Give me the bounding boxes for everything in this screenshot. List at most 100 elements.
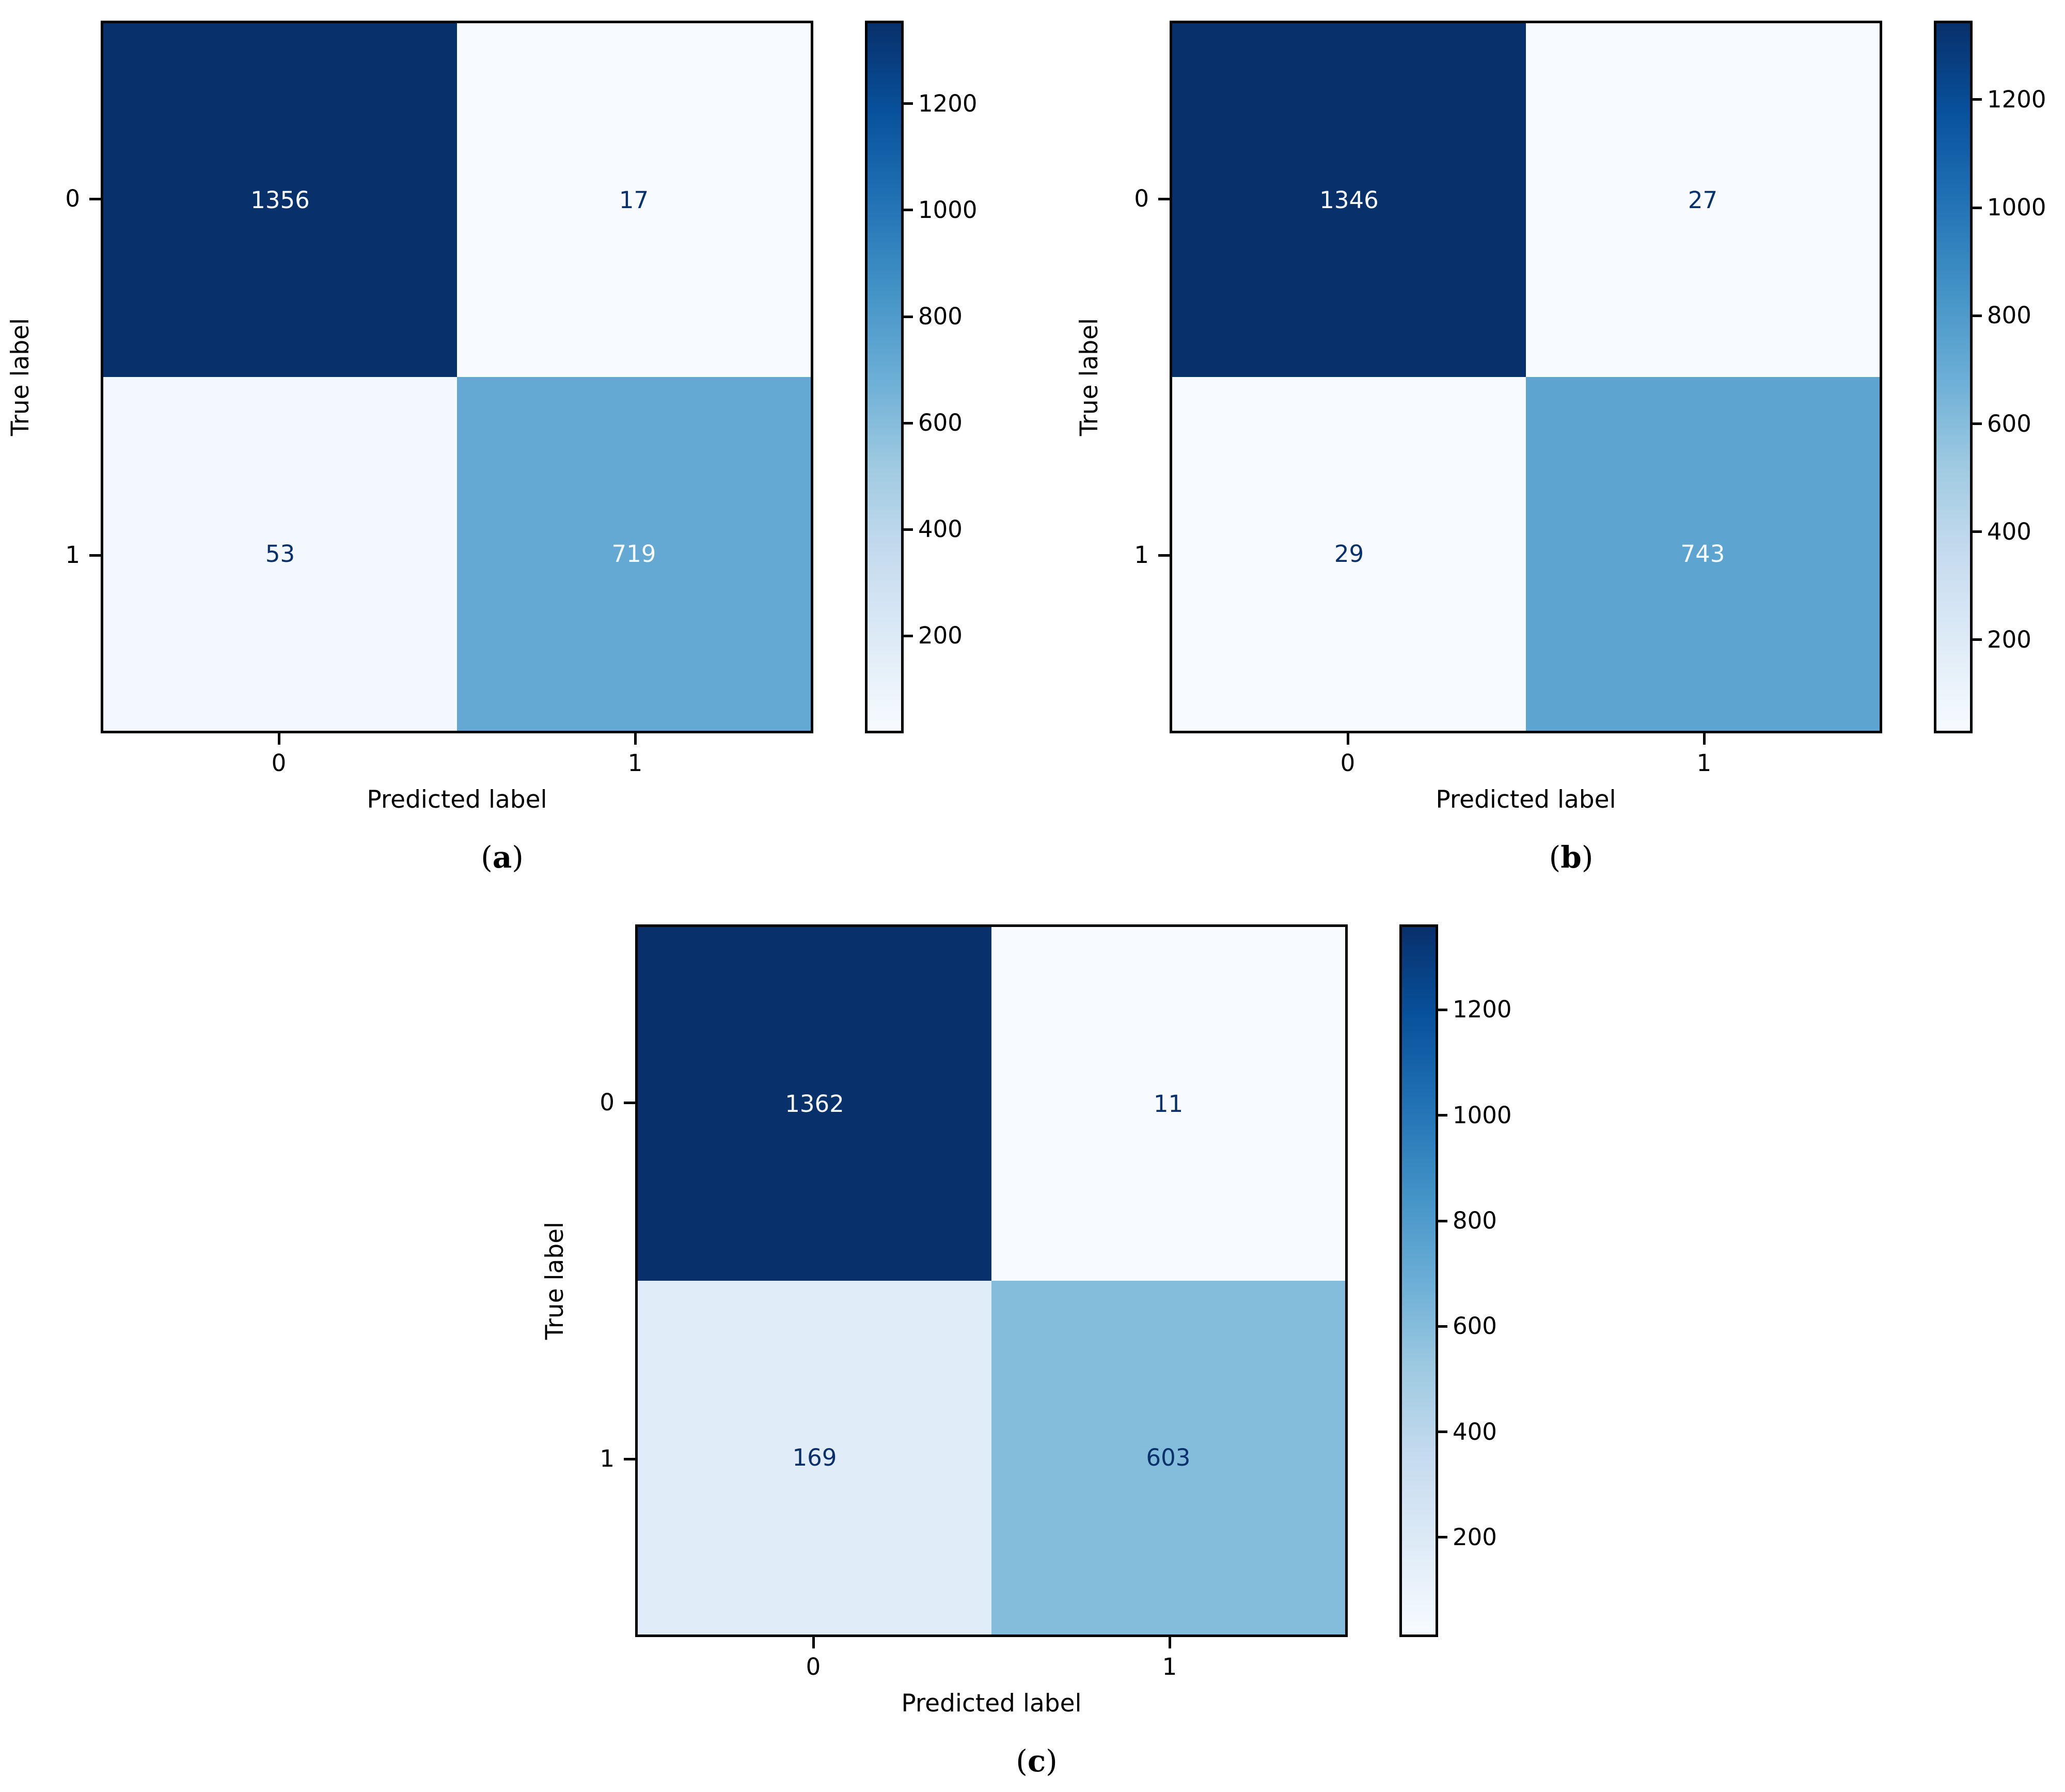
colorbar-tick-label: 1000 — [918, 196, 978, 224]
colorbar-tick-label: 600 — [1987, 410, 2031, 437]
cell-value: 17 — [619, 186, 649, 214]
cell-value: 743 — [1680, 540, 1725, 568]
colorbar-tick-label: 400 — [1987, 517, 2031, 545]
cell-value: 169 — [792, 1444, 837, 1471]
colorbar-tick-mark — [1438, 1536, 1447, 1539]
caption-paren: ) — [512, 840, 524, 875]
subfigure-label-a: (a) — [101, 839, 904, 875]
colorbar-tick-mark — [1438, 1219, 1447, 1222]
colorbar-tick-label: 1200 — [1987, 85, 2046, 113]
x-tick-label: 0 — [806, 1653, 821, 1680]
y-tick-mark — [1158, 197, 1170, 200]
colorbar-tick-label: 200 — [918, 622, 963, 650]
y-tick-mark — [624, 1457, 635, 1460]
x-tick-label: 1 — [627, 749, 643, 777]
x-tick-mark — [1168, 1637, 1171, 1648]
caption-paren: ) — [1581, 840, 1594, 875]
heatmap-cell: 1346 — [1172, 23, 1526, 377]
heatmap-cell: 603 — [991, 1281, 1345, 1634]
colorbar-tick-label: 400 — [1453, 1418, 1497, 1445]
cell-value: 11 — [1153, 1090, 1184, 1118]
y-tick-mark — [89, 197, 101, 200]
x-tick-mark — [634, 733, 637, 745]
colorbar-tick-label: 800 — [918, 303, 963, 331]
x-tick-label: 1 — [1162, 1653, 1177, 1680]
y-axis-title-wrap-a: True label — [5, 21, 36, 733]
caption-paren: ( — [481, 840, 493, 875]
caption-letter: b — [1560, 840, 1582, 875]
x-axis-title: Predicted label — [1436, 785, 1616, 814]
y-axis-title-wrap-b: True label — [1074, 21, 1105, 733]
heatmap-axes-a: 1356 17 53 719 — [101, 21, 813, 733]
colorbar-tick-label: 400 — [918, 515, 963, 543]
heatmap-cell: 11 — [991, 927, 1345, 1281]
colorbar-tick-mark — [1973, 422, 1982, 425]
colorbar-tick-label: 200 — [1987, 625, 2031, 653]
colorbar-tick-mark — [1973, 98, 1982, 101]
heatmap-cell: 17 — [457, 23, 811, 377]
y-axis-title: True label — [6, 318, 35, 436]
colorbar-tick-label: 600 — [1453, 1312, 1497, 1340]
colorbar-a — [865, 21, 904, 733]
colorbar-tick-mark — [1973, 638, 1982, 641]
y-tick-label: 1 — [600, 1445, 614, 1472]
caption-paren: ( — [1016, 1743, 1028, 1779]
colorbar-tick-mark — [1438, 1325, 1447, 1328]
cell-value: 53 — [265, 540, 295, 568]
colorbar-tick-label: 800 — [1453, 1207, 1497, 1235]
colorbar-tick-mark — [904, 315, 913, 318]
y-tick-mark — [624, 1101, 635, 1104]
y-tick-label: 0 — [65, 185, 80, 212]
heatmap-cell: 29 — [1172, 377, 1526, 731]
colorbar-tick-mark — [904, 421, 913, 425]
x-axis-title: Predicted label — [367, 785, 547, 814]
y-axis-title-wrap-c: True label — [540, 924, 571, 1637]
colorbar-c — [1399, 924, 1438, 1637]
y-axis-title: True label — [1075, 318, 1104, 436]
colorbar-tick-label: 1200 — [1453, 996, 1512, 1024]
x-tick-mark — [812, 1637, 815, 1648]
colorbar-tick-mark — [904, 102, 913, 105]
heatmap-cell: 27 — [1526, 23, 1880, 377]
colorbar-b — [1934, 21, 1973, 733]
heatmap-cell: 719 — [457, 377, 811, 731]
y-tick-label: 0 — [600, 1089, 614, 1116]
cell-value: 27 — [1688, 186, 1718, 214]
colorbar-tick-mark — [1973, 206, 1982, 209]
y-axis-title: True label — [541, 1221, 569, 1340]
colorbar-tick-mark — [904, 634, 913, 637]
x-tick-label: 0 — [1340, 749, 1355, 777]
x-tick-mark — [1703, 733, 1706, 745]
heatmap-cell: 1362 — [638, 927, 991, 1281]
colorbar-tick-mark — [1438, 1114, 1447, 1117]
cell-value: 29 — [1334, 540, 1364, 568]
heatmap-axes-c: 1362 11 169 603 — [635, 924, 1348, 1637]
colorbar-tick-mark — [1438, 1431, 1447, 1434]
cell-value: 1356 — [250, 186, 310, 214]
cell-value: 1362 — [785, 1090, 844, 1118]
heatmap-cell: 53 — [103, 377, 457, 731]
colorbar-tick-label: 800 — [1987, 302, 2031, 329]
y-tick-mark — [1158, 554, 1170, 557]
subfigure-label-c: (c) — [635, 1743, 1438, 1779]
colorbar-tick-mark — [1973, 530, 1982, 533]
heatmap-cell: 743 — [1526, 377, 1880, 731]
y-tick-label: 0 — [1134, 185, 1149, 212]
caption-letter: c — [1027, 1743, 1046, 1779]
y-tick-mark — [89, 554, 101, 557]
colorbar-tick-mark — [904, 528, 913, 531]
cell-value: 603 — [1146, 1444, 1191, 1471]
colorbar-tick-label: 1200 — [918, 89, 978, 117]
colorbar-tick-label: 1000 — [1453, 1101, 1512, 1129]
x-tick-mark — [1346, 733, 1349, 745]
x-tick-mark — [277, 733, 280, 745]
colorbar-tick-label: 200 — [1453, 1523, 1497, 1551]
y-tick-label: 1 — [1134, 541, 1149, 569]
caption-paren: ) — [1046, 1743, 1058, 1779]
heatmap-cell: 169 — [638, 1281, 991, 1634]
cell-value: 1346 — [1319, 186, 1379, 214]
caption-paren: ( — [1549, 840, 1561, 875]
